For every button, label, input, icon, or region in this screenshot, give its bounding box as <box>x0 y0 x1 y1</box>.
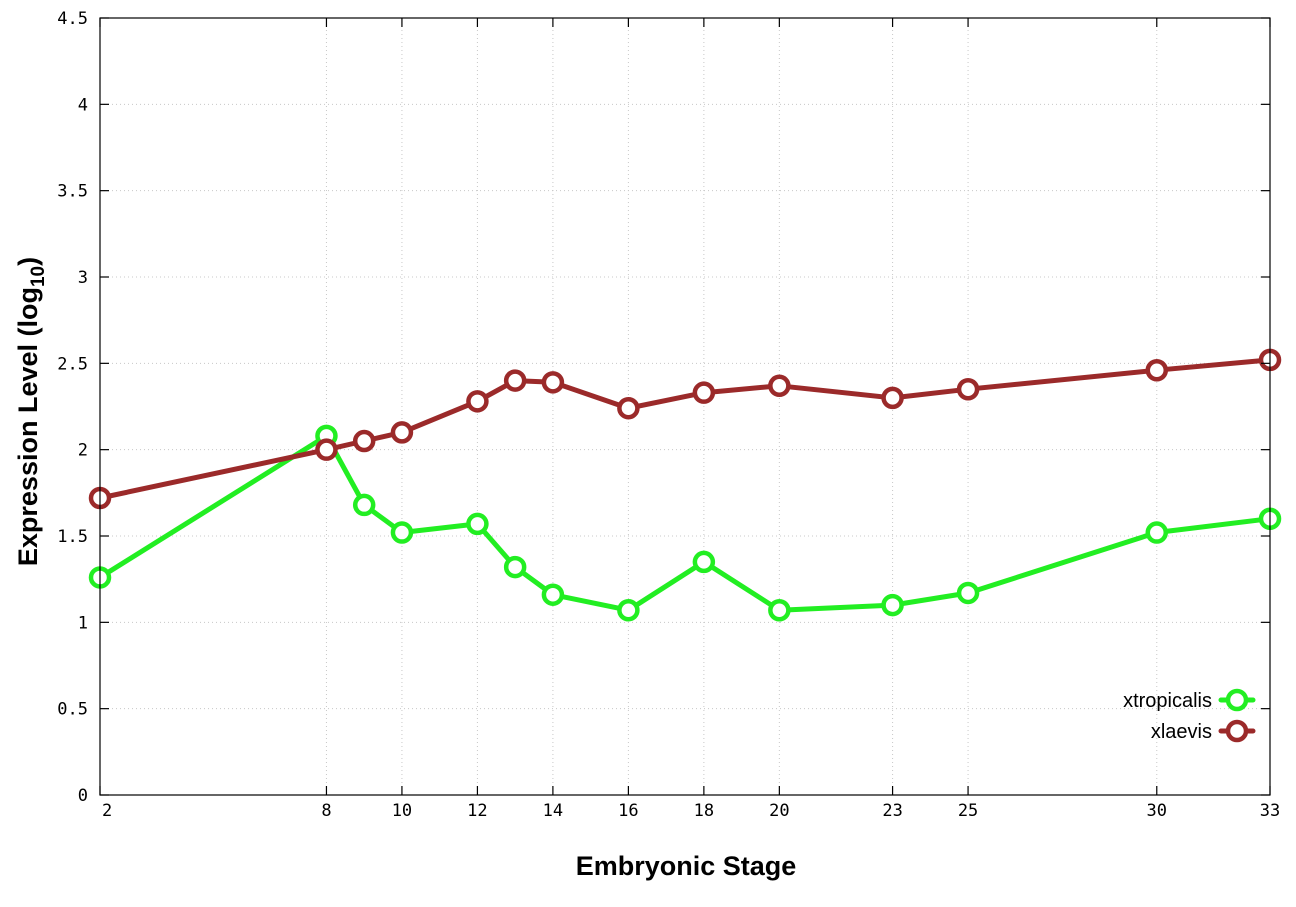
axis-tick-labels: 0 0.5 1 1.5 2 2.5 3 3.5 4 4.5 2 8 10 12 14 16 18 20 23 25 30… <box>57 9 1280 821</box>
data-point-xtropicalis <box>390 521 414 544</box>
legend-label-xlaevis: xlaevis <box>1151 721 1212 743</box>
x-tick-label: 16 <box>618 801 638 821</box>
series-line-xlaevis <box>97 357 1273 501</box>
y-tick-label: 0 <box>78 786 88 806</box>
x-tick-label: 30 <box>1147 801 1167 821</box>
x-tick-label: 2 <box>102 801 112 821</box>
data-point-xlaevis <box>390 421 414 444</box>
data-point-xtropicalis <box>956 581 980 605</box>
y-tick-label: 2.5 <box>57 354 88 374</box>
plot-frame <box>99 17 1271 796</box>
y-tick-label: 4.5 <box>57 9 88 29</box>
data-point-xtropicalis <box>541 583 565 606</box>
data-point-xtropicalis <box>466 512 489 536</box>
legend: xtropicalis xlaevis <box>1123 688 1256 743</box>
data-point-xlaevis <box>1145 358 1169 382</box>
x-axis-title: Embryonic Stage <box>576 851 797 881</box>
y-tick-label: 3.5 <box>57 182 88 202</box>
y-axis-title-main: Expression Level (log <box>13 287 43 566</box>
data-point-xtropicalis <box>503 555 527 579</box>
y-tick-label: 4 <box>78 95 88 115</box>
axis-ticks <box>99 17 1271 796</box>
x-tick-label: 18 <box>694 801 714 821</box>
legend-item-xlaevis: xlaevis <box>1151 719 1256 743</box>
x-tick-label: 12 <box>467 801 487 821</box>
y-tick-label: 1.5 <box>57 527 88 547</box>
data-point-xlaevis <box>315 438 338 461</box>
data-point-xlaevis <box>503 369 527 392</box>
series-xlaevis <box>88 348 1282 510</box>
legend-swatch-marker-xtropicalis <box>1225 688 1249 712</box>
data-point-xtropicalis <box>1145 521 1169 544</box>
data-point-xlaevis <box>881 386 904 410</box>
grid-lines <box>100 18 1270 795</box>
y-axis-title: Expression Level (log10) <box>13 257 49 566</box>
y-axis-title-close: ) <box>13 257 43 266</box>
data-point-xtropicalis <box>352 493 376 517</box>
data-point-xtropicalis <box>617 598 640 622</box>
x-tick-label: 14 <box>543 801 563 821</box>
y-tick-label: 3 <box>78 268 88 288</box>
y-tick-label: 2 <box>78 441 88 461</box>
data-point-xlaevis <box>617 396 640 420</box>
data-point-xtropicalis <box>768 598 791 622</box>
data-point-xlaevis <box>541 371 565 394</box>
data-point-xlaevis <box>466 390 489 413</box>
y-axis-title-subscript: 10 <box>28 266 49 287</box>
legend-swatch-marker-xlaevis <box>1225 719 1249 743</box>
data-point-xlaevis <box>692 381 716 404</box>
series-xtropicalis <box>88 424 1282 622</box>
data-point-xlaevis <box>352 429 376 453</box>
x-tick-label: 25 <box>958 801 978 821</box>
legend-label-xtropicalis: xtropicalis <box>1123 690 1212 712</box>
x-tick-label: 23 <box>882 801 902 821</box>
data-point-xtropicalis <box>692 550 716 574</box>
x-tick-label: 33 <box>1260 801 1280 821</box>
data-point-xlaevis <box>956 377 980 401</box>
y-tick-label: 0.5 <box>57 700 88 720</box>
x-tick-label: 20 <box>769 801 789 821</box>
legend-item-xtropicalis: xtropicalis <box>1123 688 1256 712</box>
data-point-xtropicalis <box>881 593 904 617</box>
data-point-xlaevis <box>768 374 791 398</box>
x-tick-label: 8 <box>321 801 331 821</box>
y-tick-label: 1 <box>78 613 88 633</box>
series-layer <box>88 348 1282 622</box>
x-tick-label: 10 <box>392 801 412 821</box>
